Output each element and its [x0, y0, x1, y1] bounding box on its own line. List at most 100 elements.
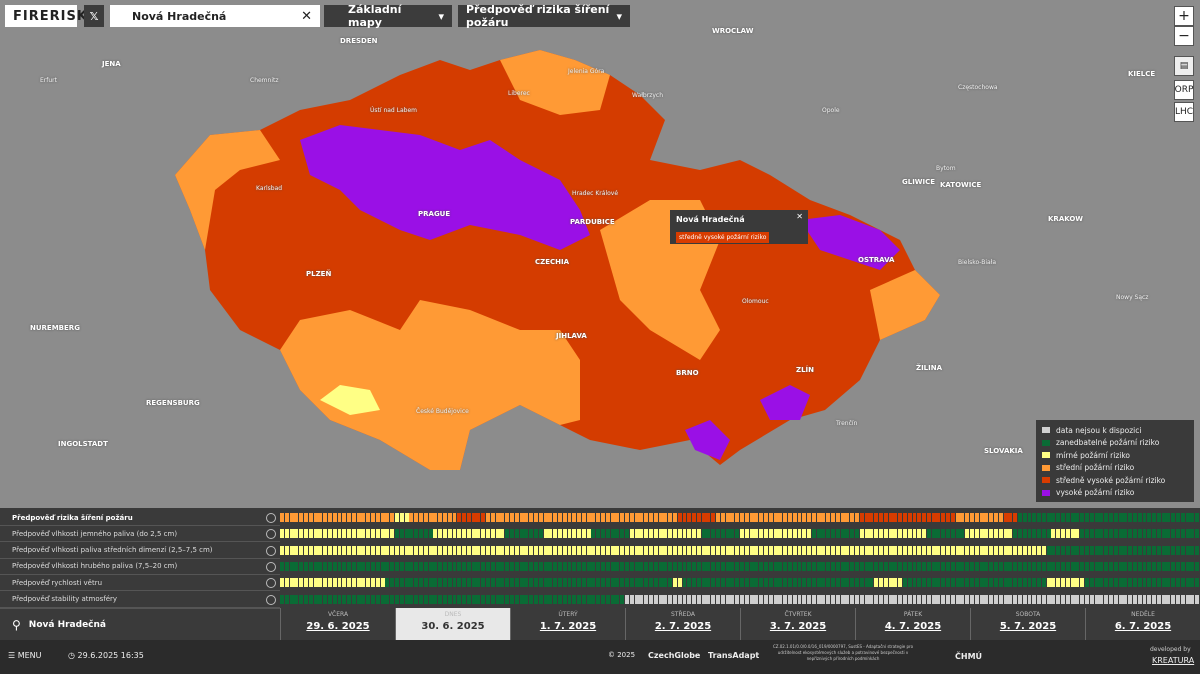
risk-cell: [653, 529, 658, 539]
risk-cell: [543, 513, 548, 522]
lhc-button[interactable]: LHC: [1174, 102, 1194, 122]
risk-cell: [1089, 513, 1094, 522]
info-icon[interactable]: [266, 545, 276, 556]
day-tab[interactable]: ČTVRTEK 3. 7. 2025: [740, 608, 855, 640]
risk-cell: [553, 513, 558, 522]
risk-cell: [936, 594, 941, 604]
risk-cell: [1137, 594, 1142, 604]
layer-select[interactable]: Předpověď rizika šíření požáru ▾: [458, 3, 630, 29]
risk-cell: [979, 545, 984, 555]
risk-cell: [888, 513, 893, 522]
risk-cell: [1080, 529, 1085, 539]
risk-cell: [725, 578, 730, 588]
day-tab[interactable]: VČERA 29. 6. 2025: [280, 608, 395, 640]
day-name: STŘEDA: [670, 611, 696, 618]
region: [320, 385, 380, 415]
risk-cell: [505, 513, 510, 522]
risk-cell: [946, 561, 951, 571]
logo[interactable]: FIRERISK: [5, 5, 87, 27]
risk-cell: [1080, 545, 1085, 555]
risk-cell: [327, 545, 332, 555]
risk-cell: [1195, 513, 1200, 522]
map-label: KATOWICE: [940, 181, 982, 189]
info-icon[interactable]: [266, 594, 276, 605]
risk-cell: [347, 561, 352, 571]
risk-cell: [859, 561, 864, 571]
risk-cell: [835, 561, 840, 571]
map[interactable]: [0, 30, 1170, 508]
risk-cell: [869, 594, 874, 604]
risk-cell: [548, 513, 553, 522]
risk-cell: [1065, 529, 1070, 539]
risk-cell: [466, 545, 471, 555]
risk-cell: [893, 545, 898, 555]
day-tab[interactable]: PÁTEK 4. 7. 2025: [855, 608, 970, 640]
risk-cell: [519, 513, 524, 522]
risk-cell: [1080, 594, 1085, 604]
day-tab[interactable]: DNES 30. 6. 2025: [395, 608, 510, 640]
risk-cell: [351, 513, 356, 522]
developer[interactable]: KREATURA: [1152, 656, 1195, 665]
risk-cell: [917, 594, 922, 604]
zoom-out[interactable]: −: [1174, 26, 1194, 46]
x-share[interactable]: 𝕏: [84, 5, 104, 27]
risk-cell: [845, 594, 850, 604]
risk-cell: [783, 529, 788, 539]
day-tab[interactable]: SOBOTA 5. 7. 2025: [970, 608, 1085, 640]
info-icon[interactable]: [266, 578, 276, 589]
risk-cell: [294, 561, 299, 571]
risk-cell: [1185, 513, 1190, 522]
popup-close[interactable]: ✕: [796, 212, 803, 221]
risk-cell: [457, 561, 462, 571]
zoom-in[interactable]: +: [1174, 6, 1194, 26]
day-tab[interactable]: STŘEDA 2. 7. 2025: [625, 608, 740, 640]
map-label: Olomouc: [742, 298, 769, 305]
risk-cell: [1137, 578, 1142, 588]
risk-cell: [807, 561, 812, 571]
risk-cell: [1089, 578, 1094, 588]
menu-button[interactable]: ☰ MENU: [8, 651, 42, 660]
risk-cell: [754, 513, 759, 522]
risk-cell: [1171, 529, 1176, 539]
risk-cell: [433, 578, 438, 588]
day-date: 1. 7. 2025: [539, 621, 597, 632]
risk-cell: [629, 578, 634, 588]
risk-cell: [557, 513, 562, 522]
risk-cell: [299, 545, 304, 555]
risk-cell: [1003, 561, 1008, 571]
risk-cell: [361, 513, 366, 522]
risk-cell: [864, 578, 869, 588]
info-icon[interactable]: [266, 561, 276, 572]
info-icon[interactable]: [266, 529, 276, 540]
search-box[interactable]: Nová Hradečná ✕: [110, 5, 320, 27]
basemap-select[interactable]: Základní mapy ▾: [324, 3, 452, 29]
risk-cell: [1108, 513, 1113, 522]
day-tab[interactable]: ÚTERÝ 1. 7. 2025: [510, 608, 625, 640]
risk-cell: [744, 545, 749, 555]
risk-cell: [1017, 529, 1022, 539]
risk-cell: [668, 545, 673, 555]
risk-cell: [1080, 513, 1085, 522]
risk-cell: [1032, 529, 1037, 539]
risk-cell: [658, 578, 663, 588]
risk-cell: [1056, 545, 1061, 555]
risk-cell: [816, 578, 821, 588]
risk-cell: [380, 578, 385, 588]
day-tab[interactable]: NEDĚLE 6. 7. 2025: [1085, 608, 1200, 640]
orp-button[interactable]: ORP: [1174, 80, 1194, 100]
risk-cell: [653, 561, 658, 571]
risk-cell: [1075, 529, 1080, 539]
risk-cell: [950, 529, 955, 539]
risk-cell: [543, 594, 548, 604]
risk-cell: [366, 513, 371, 522]
risk-cell: [615, 545, 620, 555]
risk-cell: [1132, 513, 1137, 522]
risk-cell: [979, 594, 984, 604]
risk-cell: [1185, 578, 1190, 588]
layers-button[interactable]: ▤: [1174, 56, 1194, 76]
risk-cell: [1113, 561, 1118, 571]
risk-cell: [289, 529, 294, 539]
info-icon[interactable]: [266, 513, 276, 523]
map-label: JIHLAVA: [556, 332, 587, 340]
risk-cell: [740, 594, 744, 604]
